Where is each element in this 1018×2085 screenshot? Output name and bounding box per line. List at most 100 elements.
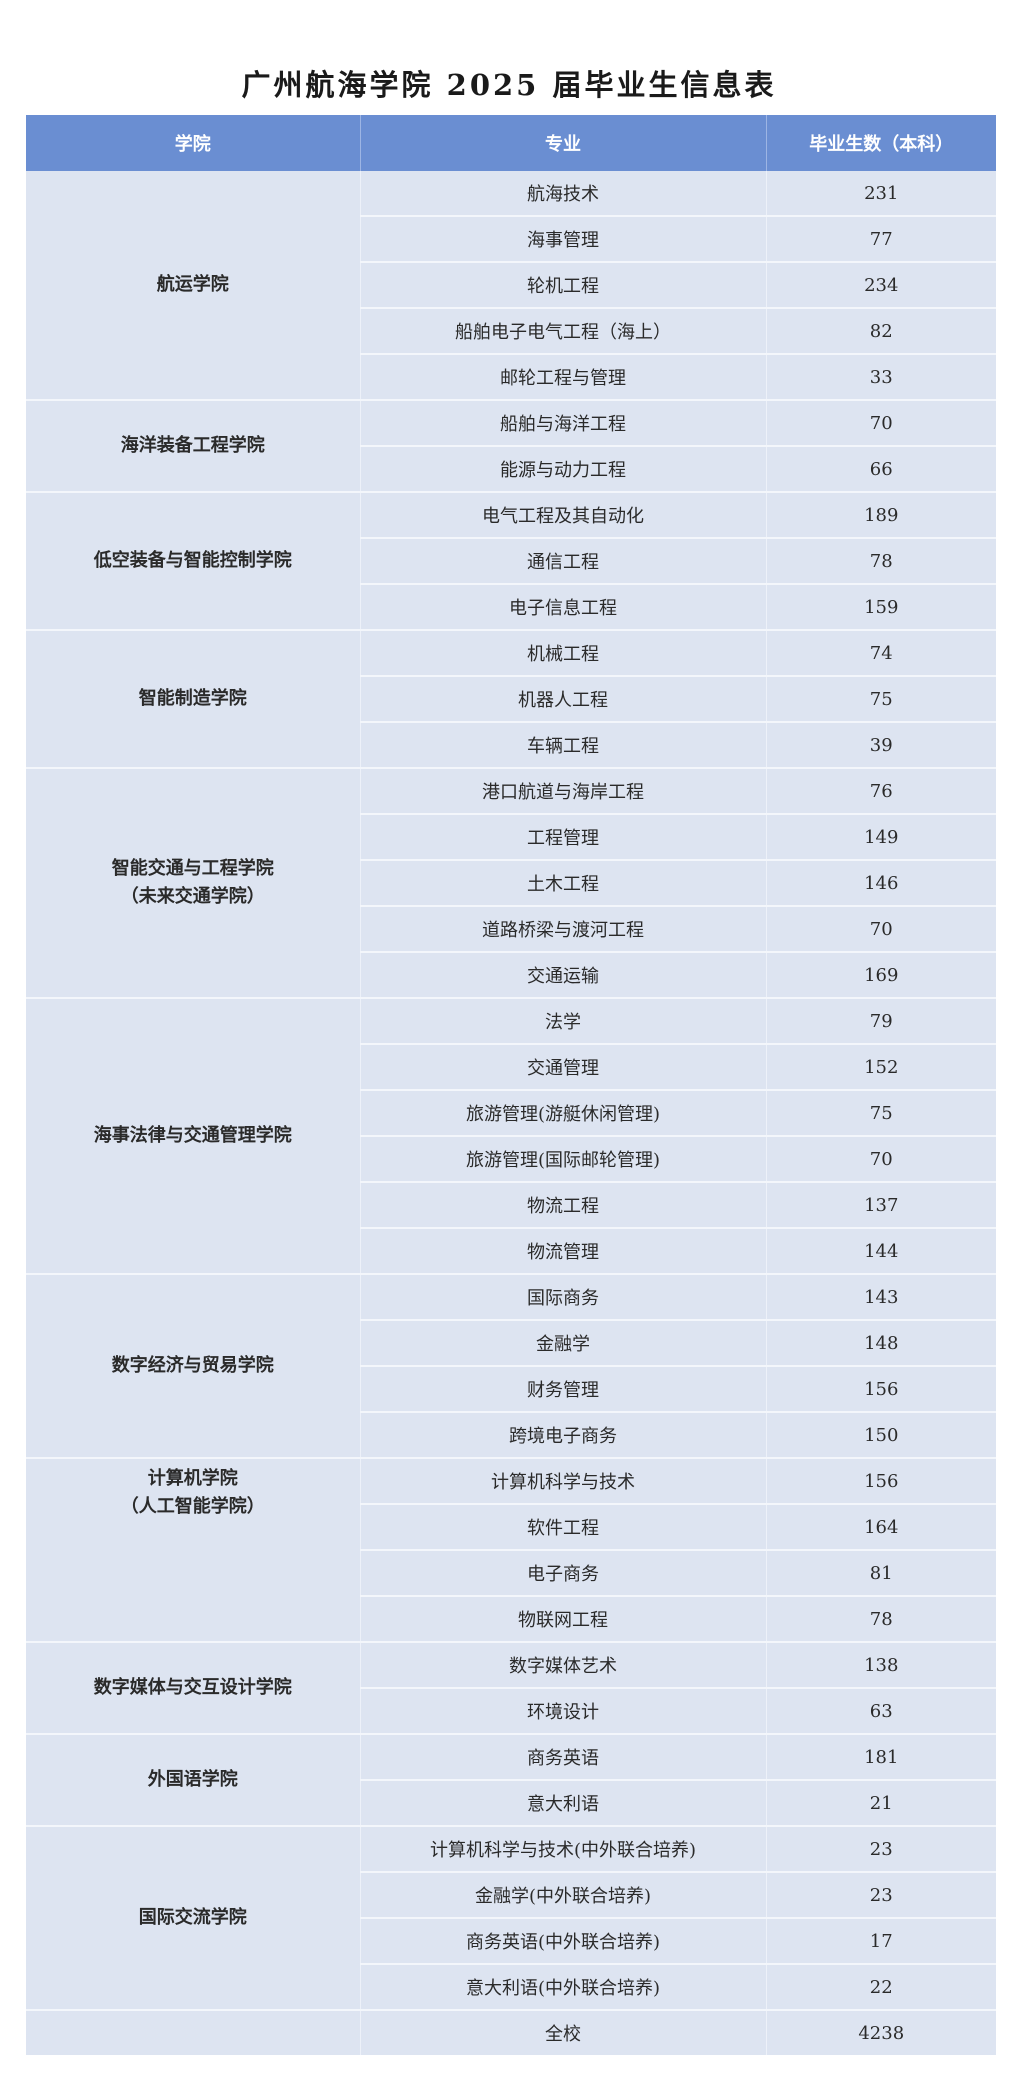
college-cell: 海洋装备工程学院 bbox=[26, 400, 361, 493]
college-cell: 数字经济与贸易学院 bbox=[26, 1274, 361, 1459]
table-row: 电子信息工程 159 bbox=[26, 584, 996, 631]
major-cell: 港口航道与海岸工程 bbox=[360, 768, 767, 815]
major-cell: 意大利语(中外联合培养) bbox=[360, 1964, 767, 2011]
college-name: 航运学院 bbox=[156, 274, 229, 295]
major-cell: 国际商务 bbox=[360, 1274, 767, 1321]
college-name: 低空装备与智能控制学院 bbox=[93, 550, 292, 571]
table-row: 土木工程 146 bbox=[26, 860, 996, 907]
college-cell: 航运学院 bbox=[26, 171, 361, 401]
table-row: 车辆工程 39 bbox=[26, 722, 996, 769]
count-cell: 234 bbox=[766, 262, 996, 309]
table-row: 旅游管理(国际邮轮管理) 70 bbox=[26, 1136, 996, 1183]
major-cell: 环境设计 bbox=[360, 1688, 767, 1735]
major-cell: 旅游管理(游艇休闲管理) bbox=[360, 1090, 767, 1137]
count-cell: 23 bbox=[766, 1872, 996, 1919]
table-row: 计算机学院 （人工智能学院） 计算机科学与技术 156 bbox=[26, 1458, 996, 1643]
table-row: 邮轮工程与管理 33 bbox=[26, 354, 996, 401]
count-cell: 156 bbox=[766, 1458, 996, 1505]
major-cell: 跨境电子商务 bbox=[360, 1412, 767, 1459]
count-cell: 70 bbox=[766, 400, 996, 447]
count-cell: 70 bbox=[766, 1136, 996, 1183]
table-row: 金融学 148 bbox=[26, 1320, 996, 1367]
header-major: 专业 bbox=[360, 115, 767, 171]
count-cell: 144 bbox=[766, 1228, 996, 1275]
count-cell: 79 bbox=[766, 998, 996, 1045]
major-cell: 旅游管理(国际邮轮管理) bbox=[360, 1136, 767, 1183]
major-cell: 数字媒体艺术 bbox=[360, 1642, 767, 1689]
graduate-table: 学院 专业 毕业生数（本科） 航运学院 航海技术 231 海事管理 77 轮机工程 234 船… bbox=[26, 115, 996, 2055]
major-cell: 电气工程及其自动化 bbox=[360, 492, 767, 539]
major-cell: 轮机工程 bbox=[360, 262, 767, 309]
major-cell: 软件工程 bbox=[360, 1504, 767, 1551]
college-name: 智能制造学院 bbox=[138, 688, 247, 709]
major-cell: 能源与动力工程 bbox=[360, 446, 767, 493]
header-college: 学院 bbox=[26, 115, 361, 171]
major-cell: 计算机科学与技术(中外联合培养) bbox=[360, 1826, 767, 1873]
table-row: 金融学(中外联合培养) 23 bbox=[26, 1872, 996, 1919]
college-subname: （未来交通学院） bbox=[120, 886, 265, 907]
college-cell: 海事法律与交通管理学院 bbox=[26, 998, 361, 1275]
count-cell: 159 bbox=[766, 584, 996, 631]
college-name: 智能交通与工程学院 bbox=[111, 858, 274, 879]
header-count: 毕业生数（本科） bbox=[766, 115, 996, 171]
count-cell: 152 bbox=[766, 1044, 996, 1091]
major-cell: 计算机科学与技术 bbox=[360, 1458, 767, 1505]
major-cell: 工程管理 bbox=[360, 814, 767, 861]
college-cell: 智能制造学院 bbox=[26, 630, 361, 769]
table-row: 国际交流学院 计算机科学与技术(中外联合培养) 23 bbox=[26, 1826, 996, 2011]
college-cell: 计算机学院 （人工智能学院） bbox=[26, 1458, 361, 1643]
count-cell: 149 bbox=[766, 814, 996, 861]
table-row: 软件工程 164 bbox=[26, 1504, 996, 1551]
count-cell: 164 bbox=[766, 1504, 996, 1551]
table-row: 物流工程 137 bbox=[26, 1182, 996, 1229]
college-name: 国际交流学院 bbox=[138, 1907, 247, 1928]
page-title: 广州航海学院 2025 届毕业生信息表 bbox=[241, 68, 777, 102]
count-cell: 39 bbox=[766, 722, 996, 769]
major-cell: 物联网工程 bbox=[360, 1596, 767, 1643]
table-row: 财务管理 156 bbox=[26, 1366, 996, 1413]
table-row: 能源与动力工程 66 bbox=[26, 446, 996, 493]
major-cell: 物流管理 bbox=[360, 1228, 767, 1275]
count-cell: 74 bbox=[766, 630, 996, 677]
major-cell: 财务管理 bbox=[360, 1366, 767, 1413]
count-cell: 33 bbox=[766, 354, 996, 401]
total-row: 全校 4238 bbox=[26, 2010, 996, 2055]
table-row: 意大利语 21 bbox=[26, 1780, 996, 1827]
count-cell: 17 bbox=[766, 1918, 996, 1965]
table-row: 旅游管理(游艇休闲管理) 75 bbox=[26, 1090, 996, 1137]
college-cell: 低空装备与智能控制学院 bbox=[26, 492, 361, 631]
major-cell: 商务英语(中外联合培养) bbox=[360, 1918, 767, 1965]
table-row: 低空装备与智能控制学院 电气工程及其自动化 189 bbox=[26, 492, 996, 631]
count-cell: 156 bbox=[766, 1366, 996, 1413]
count-cell: 23 bbox=[766, 1826, 996, 1873]
major-cell: 意大利语 bbox=[360, 1780, 767, 1827]
table-row: 电子商务 81 bbox=[26, 1550, 996, 1597]
college-subname: （人工智能学院） bbox=[120, 1496, 265, 1517]
major-cell: 邮轮工程与管理 bbox=[360, 354, 767, 401]
count-cell: 82 bbox=[766, 308, 996, 355]
major-cell: 物流工程 bbox=[360, 1182, 767, 1229]
major-cell: 海事管理 bbox=[360, 216, 767, 263]
count-cell: 63 bbox=[766, 1688, 996, 1735]
table-row: 海事法律与交通管理学院 法学 79 bbox=[26, 998, 996, 1275]
count-cell: 189 bbox=[766, 492, 996, 539]
college-cell: 数字媒体与交互设计学院 bbox=[26, 1642, 361, 1735]
count-cell: 138 bbox=[766, 1642, 996, 1689]
major-cell: 道路桥梁与渡河工程 bbox=[360, 906, 767, 953]
header-row: 学院 专业 毕业生数（本科） bbox=[26, 115, 996, 171]
major-cell: 车辆工程 bbox=[360, 722, 767, 769]
count-cell: 150 bbox=[766, 1412, 996, 1459]
count-cell: 70 bbox=[766, 906, 996, 953]
count-cell: 76 bbox=[766, 768, 996, 815]
college-name: 外国语学院 bbox=[147, 1769, 238, 1790]
count-cell: 75 bbox=[766, 676, 996, 723]
total-empty-cell bbox=[26, 2010, 361, 2055]
major-cell: 商务英语 bbox=[360, 1734, 767, 1781]
major-cell: 通信工程 bbox=[360, 538, 767, 585]
table-row: 航运学院 航海技术 231 bbox=[26, 171, 996, 401]
count-cell: 169 bbox=[766, 952, 996, 999]
table-row: 交通运输 169 bbox=[26, 952, 996, 999]
table-row: 通信工程 78 bbox=[26, 538, 996, 585]
count-cell: 21 bbox=[766, 1780, 996, 1827]
major-cell: 土木工程 bbox=[360, 860, 767, 907]
